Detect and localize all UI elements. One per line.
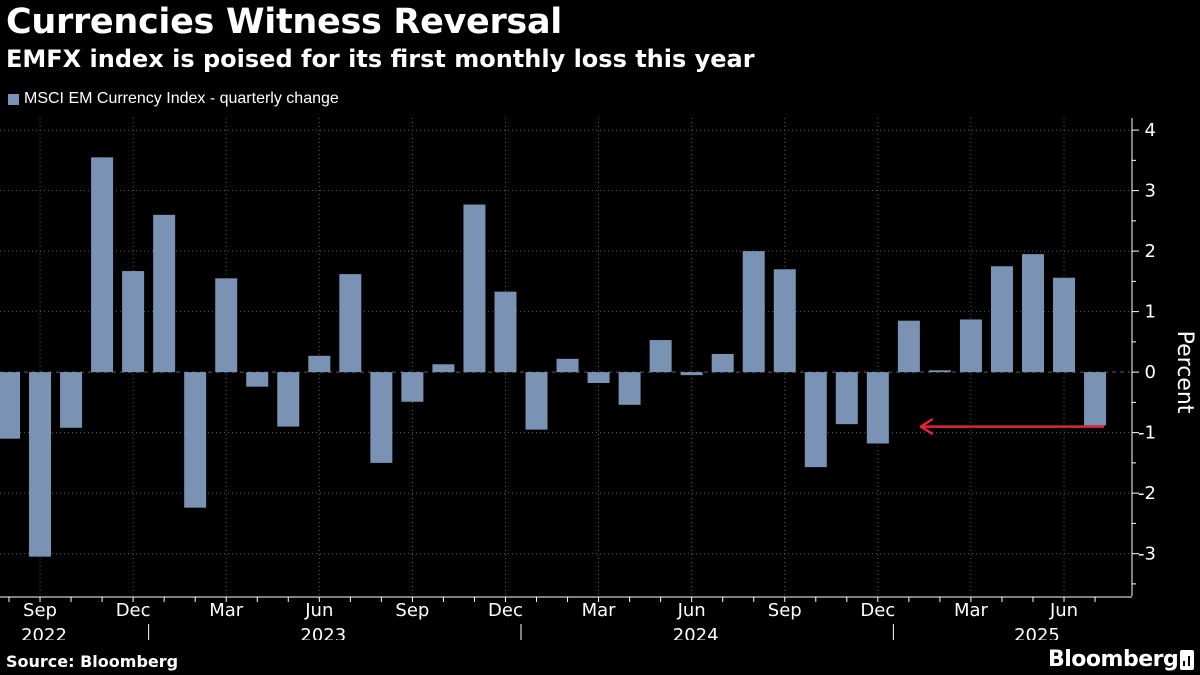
- year-label: 2024: [673, 625, 719, 640]
- bar: [339, 274, 362, 373]
- x-tick-label: Sep: [23, 600, 57, 621]
- bar: [990, 266, 1013, 373]
- bar: [29, 372, 52, 557]
- x-tick-label: Mar: [209, 600, 244, 621]
- annotation-arrow-head: [919, 418, 934, 435]
- bar: [308, 355, 331, 373]
- bloomberg-logo: Bloomberg: [1048, 647, 1179, 672]
- bar: [370, 372, 393, 463]
- bar: [401, 372, 424, 402]
- bar: [618, 372, 641, 405]
- bar: [432, 364, 455, 373]
- bar: [122, 271, 145, 373]
- chart-subtitle: EMFX index is poised for its first month…: [6, 45, 755, 73]
- bar: [649, 340, 672, 373]
- bar: [494, 291, 517, 373]
- bar: [773, 269, 796, 373]
- y-tick-label: 0: [1145, 362, 1156, 383]
- bar: [928, 370, 951, 373]
- bar: [1053, 277, 1076, 373]
- bar: [0, 372, 20, 439]
- x-tick-label: Sep: [395, 600, 429, 621]
- y-tick-label: 1: [1145, 302, 1156, 323]
- legend-label: MSCI EM Currency Index - quarterly chang…: [24, 90, 339, 107]
- bar: [463, 204, 486, 373]
- bar: [1084, 372, 1107, 426]
- bar: [1021, 254, 1044, 373]
- x-tick-label: Mar: [954, 600, 989, 621]
- x-tick-label: Jun: [677, 600, 706, 621]
- x-tick-label: Jun: [304, 600, 333, 621]
- bar: [153, 214, 176, 373]
- x-tick-label: Dec: [116, 600, 151, 621]
- bar: [711, 353, 734, 373]
- bar: [680, 372, 703, 376]
- bar: [525, 372, 548, 430]
- bar-chart: -3 -2 -1 0 1 2 3 4 Percent Sep Dec Mar Jun Sep Dec Mar J…: [0, 118, 1197, 640]
- year-label: 2025: [1014, 625, 1060, 640]
- x-tick-label: Jun: [1049, 600, 1078, 621]
- x-tick-label: Dec: [860, 600, 895, 621]
- chart-title: Currencies Witness Reversal: [6, 2, 562, 42]
- x-tick-label: Dec: [488, 600, 523, 621]
- bar: [60, 372, 83, 428]
- bar: [184, 372, 207, 508]
- bar: [587, 372, 610, 384]
- legend: MSCI EM Currency Index - quarterly chang…: [8, 90, 339, 108]
- y-axis-label: Percent: [1172, 331, 1197, 414]
- legend-swatch: [8, 93, 19, 105]
- year-label: 2023: [300, 625, 346, 640]
- y-tick-label: 4: [1145, 120, 1156, 141]
- year-label: 2022: [21, 625, 67, 640]
- bar: [742, 251, 765, 373]
- bar: [215, 278, 238, 373]
- x-tick-label: Mar: [582, 600, 617, 621]
- bar: [897, 320, 920, 373]
- bar: [804, 372, 827, 468]
- y-tick-label: 3: [1145, 181, 1156, 202]
- y-tick-label: 2: [1145, 241, 1156, 262]
- bar: [556, 358, 579, 373]
- x-tick-label: Sep: [768, 600, 802, 621]
- source-note: Source: Bloomberg: [6, 652, 179, 671]
- bloomberg-badge-icon: [1180, 650, 1194, 670]
- bar: [866, 372, 889, 444]
- bar: [835, 372, 858, 425]
- y-tick-label: -1: [1138, 423, 1156, 444]
- bar: [91, 157, 114, 373]
- y-tick-label: -3: [1138, 544, 1156, 565]
- y-tick-label: -2: [1138, 483, 1156, 504]
- bar: [959, 319, 982, 373]
- bar: [277, 372, 300, 427]
- bar: [246, 372, 269, 387]
